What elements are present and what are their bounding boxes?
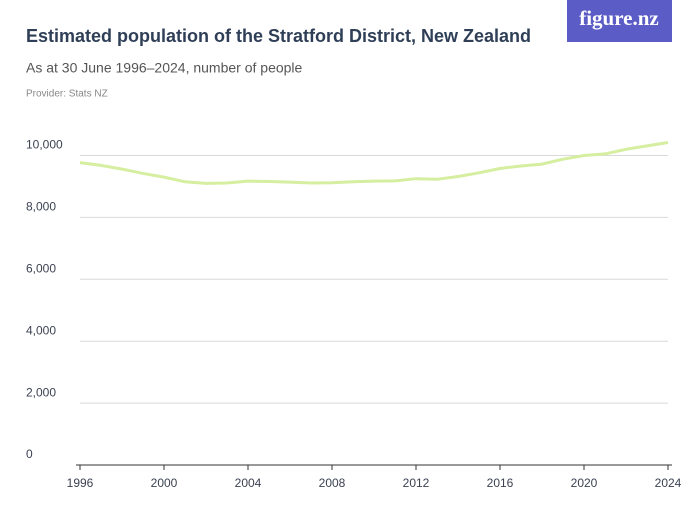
x-tick-label: 2016 [487,476,514,490]
logo-box [567,0,672,42]
y-tick-label: 4,000 [26,323,56,337]
x-tick-label: 2000 [151,476,178,490]
y-tick-label: 0 [26,447,33,461]
y-tick-label: 2,000 [26,385,56,399]
x-tick-label: 2008 [319,476,346,490]
x-tick-label: 2020 [571,476,598,490]
x-tick-label: 1996 [67,476,94,490]
chart-title: Estimated population of the Stratford Di… [26,26,531,46]
x-tick-label: 2012 [403,476,430,490]
data-line [79,140,669,185]
logo: figure.nz [579,6,659,30]
subtitle: As at 30 June 1996–2024, number of peopl… [26,60,303,76]
y-tick-label: 8,000 [26,200,56,214]
y-tick-label: 6,000 [26,261,56,275]
x-tick-label: 2024 [655,476,682,490]
source: Provider: Stats NZ [26,89,108,100]
x-tick-label: 2004 [235,476,262,490]
y-tick-label: 10,000 [26,138,63,152]
